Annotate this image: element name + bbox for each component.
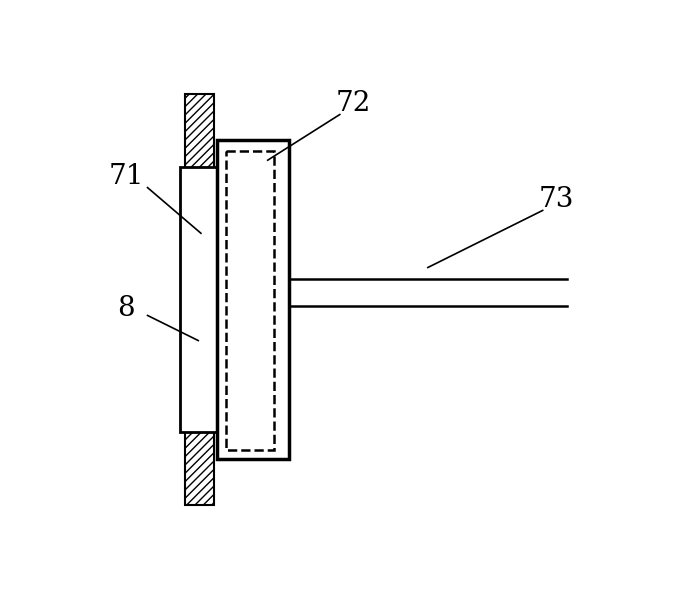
Bar <box>226 151 274 450</box>
Bar <box>217 139 289 459</box>
Bar <box>180 167 236 432</box>
Text: 73: 73 <box>538 186 574 212</box>
Text: 72: 72 <box>336 90 371 117</box>
Text: 8: 8 <box>117 295 135 322</box>
Text: 71: 71 <box>108 162 144 190</box>
Bar <box>185 94 214 505</box>
